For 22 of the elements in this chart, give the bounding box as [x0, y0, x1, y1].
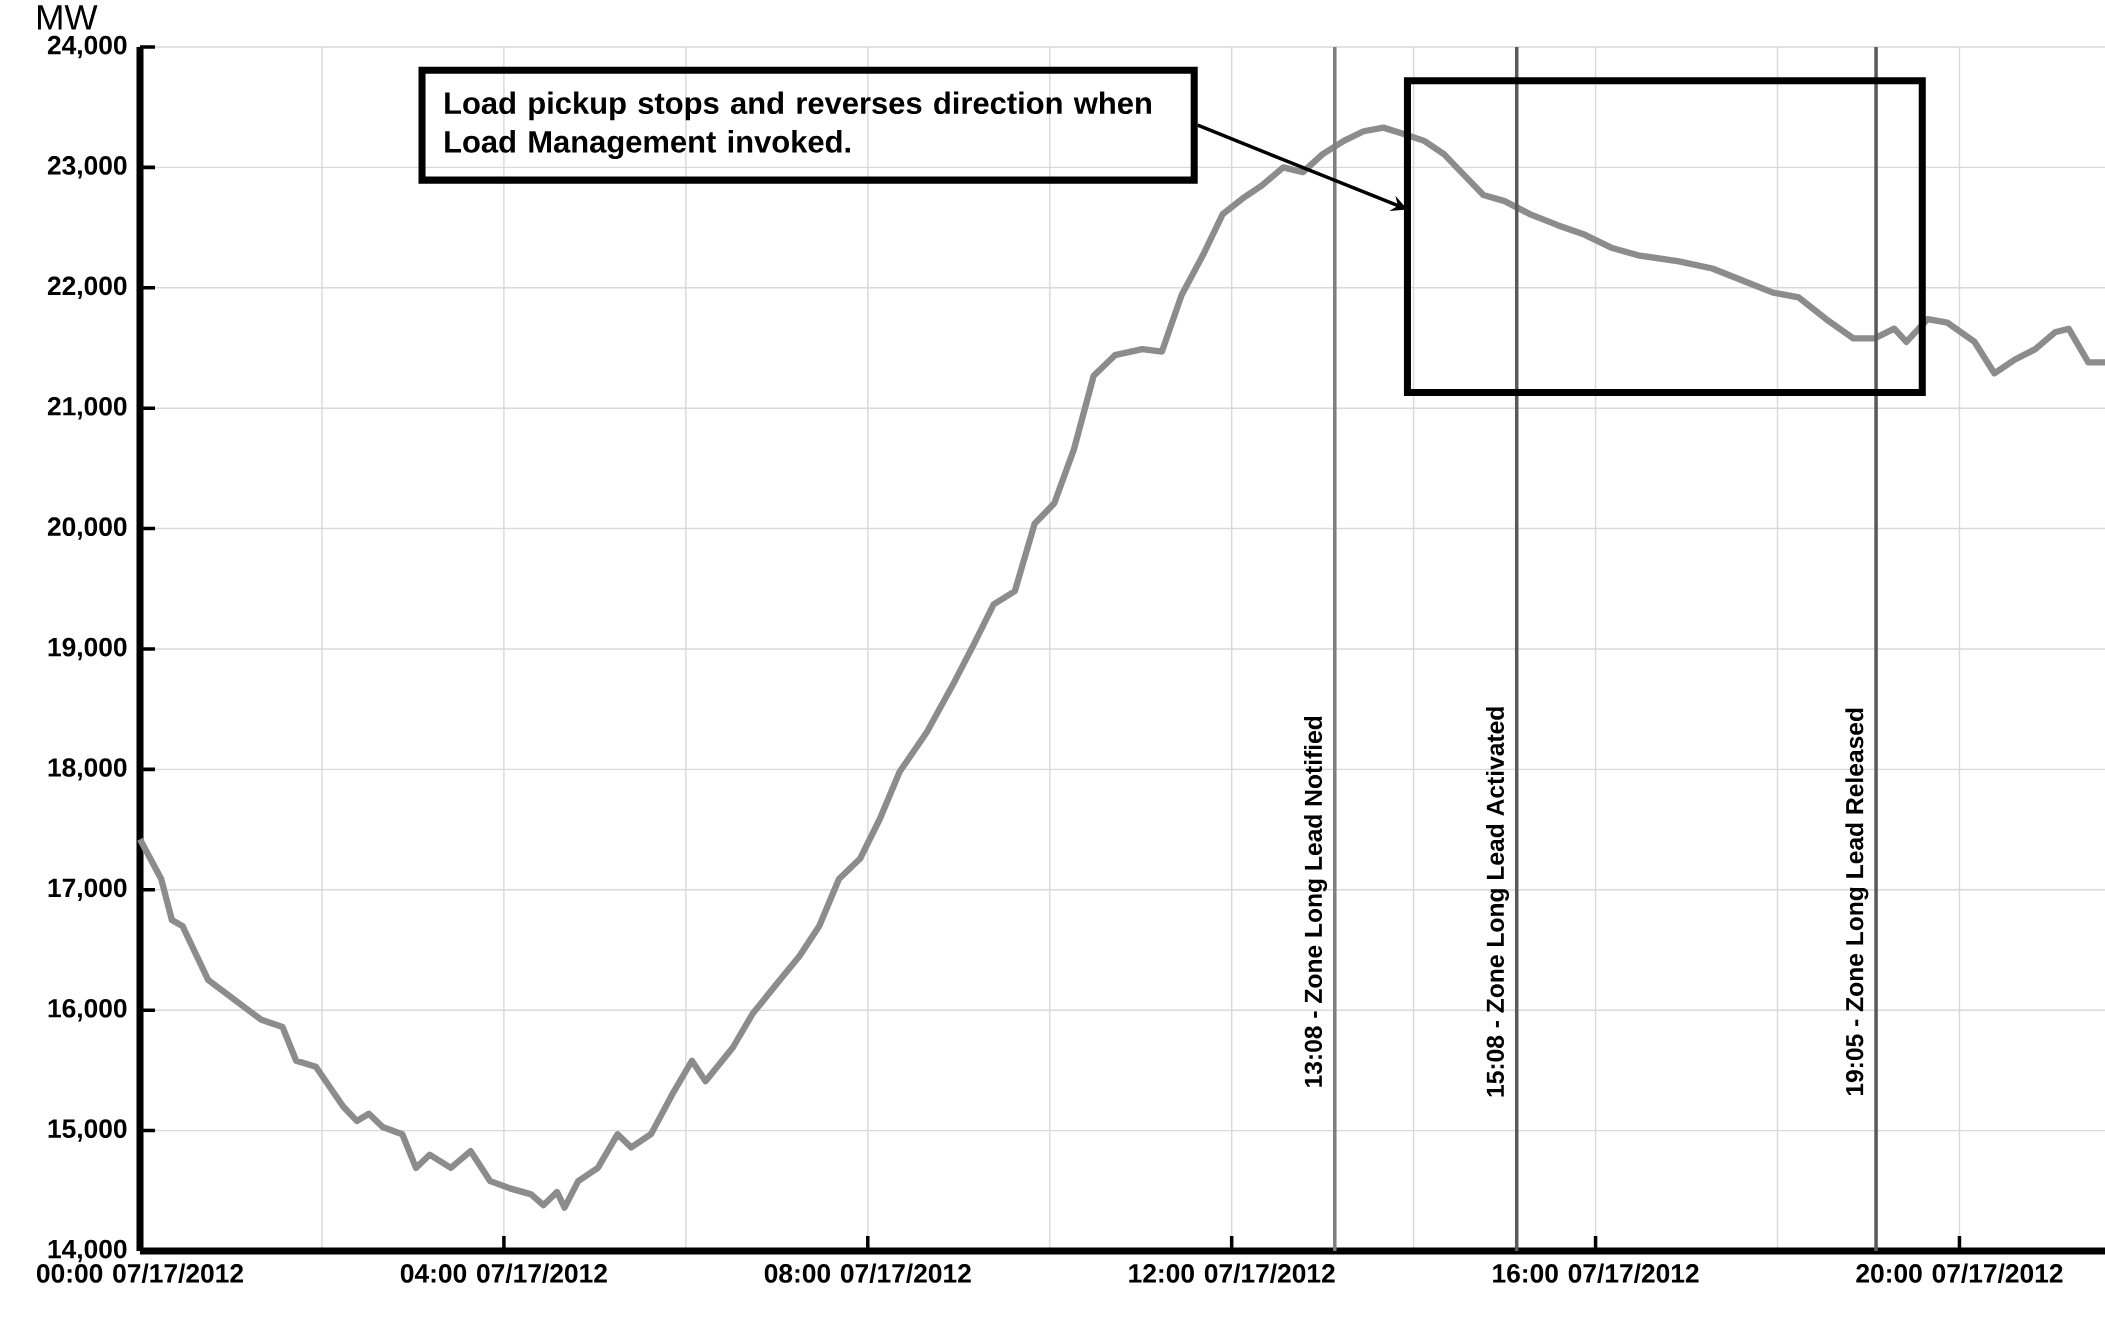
y-axis-title: MW: [38, 5, 98, 30]
ref-line-label: 15:08 - Zone Long Lead Activated: [1485, 707, 1510, 1097]
y-tick-label: 14,000: [48, 1239, 127, 1263]
x-tick-label: 00:00 07/17/2012: [36, 1263, 243, 1284]
x-tick-label: 16:00 07/17/2012: [1493, 1263, 1699, 1284]
y-tick-label: 20,000: [47, 517, 127, 540]
x-tick-label: 20:00 07/17/2012: [1856, 1263, 2063, 1284]
x-tick-label: 12:00 07/17/2012: [1129, 1263, 1335, 1284]
y-tick-label: 23,000: [47, 156, 127, 179]
x-tick-label: 04:00 07/17/2012: [400, 1263, 607, 1284]
y-tick-label: 18,000: [48, 758, 127, 781]
y-tick-label: 17,000: [48, 878, 127, 902]
y-tick-label: 16,000: [48, 998, 127, 1022]
annotation: Load pickup stops and reverses direction when Load Management invoked.: [445, 91, 1151, 160]
y-tick-label: 22,000: [47, 276, 127, 300]
x-tick-label: 08:00 07/17/2012: [764, 1263, 971, 1284]
ref-line-label: 19:05 - Zone Long Lead Released: [1845, 708, 1869, 1096]
y-tick-label: 19,000: [48, 637, 127, 661]
y-tick-label: 15,000: [48, 1119, 127, 1142]
y-tick-label: 24,000: [47, 35, 127, 59]
ref-line-label: 13:08 - Zone Long Lead Notified: [1304, 716, 1328, 1087]
y-tick-label: 21,000: [47, 396, 127, 420]
